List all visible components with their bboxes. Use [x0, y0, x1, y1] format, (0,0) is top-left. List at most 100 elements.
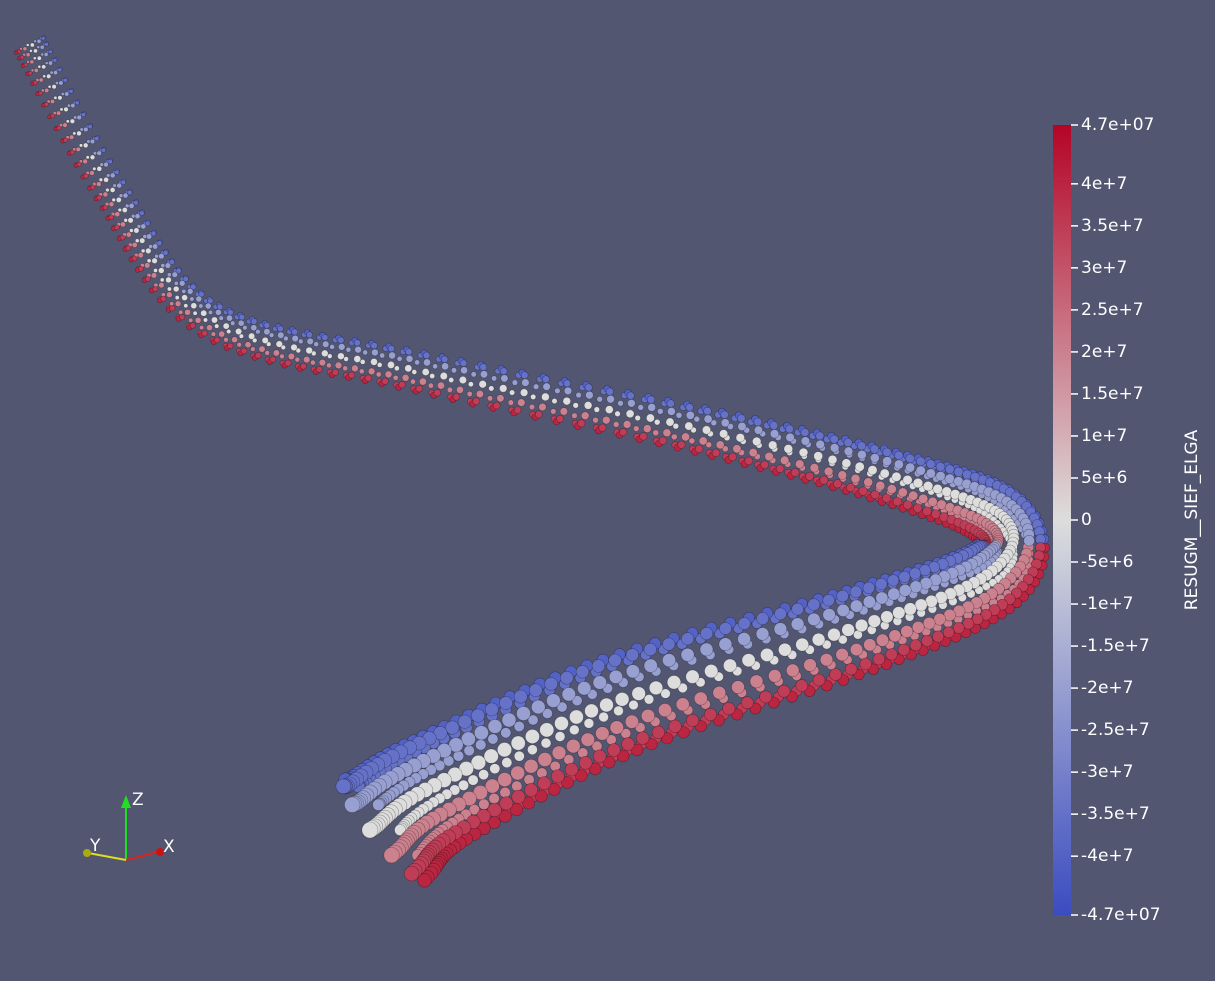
sphere — [334, 361, 343, 370]
sphere — [741, 653, 756, 668]
sphere — [625, 409, 635, 419]
sphere — [57, 67, 63, 73]
sphere — [630, 743, 644, 757]
tick-label: 2e+7 — [1081, 342, 1127, 362]
sphere — [313, 341, 320, 348]
sphere — [556, 414, 564, 423]
sphere — [892, 496, 902, 507]
sphere — [119, 234, 126, 241]
sphere — [294, 356, 300, 363]
sphere — [571, 695, 583, 706]
sphere — [30, 68, 35, 73]
sphere — [379, 352, 386, 359]
sphere — [607, 743, 621, 757]
sphere — [740, 696, 754, 710]
sphere — [537, 752, 553, 767]
sphere — [310, 359, 316, 366]
sphere — [433, 389, 441, 397]
sphere — [559, 407, 569, 416]
sphere — [299, 362, 307, 370]
sphere — [513, 406, 522, 414]
sphere — [146, 258, 152, 264]
sphere — [605, 387, 614, 396]
sphere — [114, 224, 120, 231]
sphere — [87, 124, 93, 130]
sphere — [962, 617, 975, 630]
sphere — [875, 480, 886, 491]
sphere — [452, 393, 461, 401]
sphere — [230, 320, 236, 326]
sphere — [148, 244, 153, 249]
sphere — [48, 60, 53, 66]
sphere — [900, 625, 914, 638]
sphere — [144, 276, 151, 282]
sphere — [23, 62, 29, 67]
sphere — [768, 669, 782, 683]
sphere — [64, 91, 70, 97]
sphere — [52, 58, 58, 63]
sphere — [298, 338, 304, 345]
sphere — [953, 466, 964, 477]
sphere — [905, 453, 915, 464]
sphere — [622, 420, 632, 429]
sphere — [138, 265, 144, 272]
sphere — [56, 125, 62, 131]
sphere — [837, 470, 847, 480]
sphere — [75, 146, 81, 152]
sphere — [500, 727, 512, 739]
sphere — [854, 461, 865, 472]
sphere — [775, 464, 785, 474]
sphere — [44, 101, 49, 107]
sphere — [577, 419, 586, 428]
sphere — [846, 482, 856, 492]
tick-label: -3.5e+7 — [1081, 804, 1150, 824]
sphere — [116, 182, 122, 189]
sphere — [513, 689, 528, 704]
sphere — [556, 701, 568, 713]
sphere — [240, 347, 248, 355]
sphere — [190, 283, 197, 291]
sphere — [36, 55, 42, 61]
sphere — [575, 665, 590, 679]
sphere — [858, 486, 868, 496]
sphere — [933, 612, 947, 626]
sphere — [980, 608, 993, 621]
sphere — [520, 371, 529, 380]
sphere — [344, 796, 361, 813]
sphere — [404, 364, 413, 373]
sphere — [584, 703, 599, 719]
sphere — [521, 378, 530, 387]
sphere — [49, 70, 54, 75]
sphere — [653, 418, 661, 426]
sphere — [140, 248, 146, 254]
tick-label: -2e+7 — [1081, 678, 1133, 698]
sphere — [528, 403, 536, 411]
sphere — [376, 362, 383, 368]
sphere — [475, 739, 487, 751]
sphere — [268, 332, 275, 338]
sphere — [427, 382, 434, 389]
sphere — [608, 669, 623, 684]
sphere — [108, 201, 115, 207]
sphere — [927, 496, 938, 507]
sphere — [388, 351, 396, 360]
sphere — [588, 762, 602, 776]
tick-label: 5e+6 — [1081, 468, 1127, 488]
sphere — [511, 379, 519, 386]
sphere — [909, 639, 922, 652]
sphere — [322, 340, 330, 348]
sphere — [166, 286, 172, 292]
sphere — [242, 325, 248, 331]
sphere — [908, 490, 919, 501]
sphere — [414, 359, 420, 366]
sphere — [277, 331, 285, 339]
sphere — [459, 359, 468, 367]
sphere — [849, 585, 863, 599]
sphere — [135, 238, 140, 243]
sphere — [613, 705, 624, 717]
sphere — [812, 673, 826, 687]
sphere — [60, 92, 65, 96]
sphere — [101, 147, 107, 153]
sphere — [507, 399, 515, 406]
sphere — [372, 798, 385, 811]
